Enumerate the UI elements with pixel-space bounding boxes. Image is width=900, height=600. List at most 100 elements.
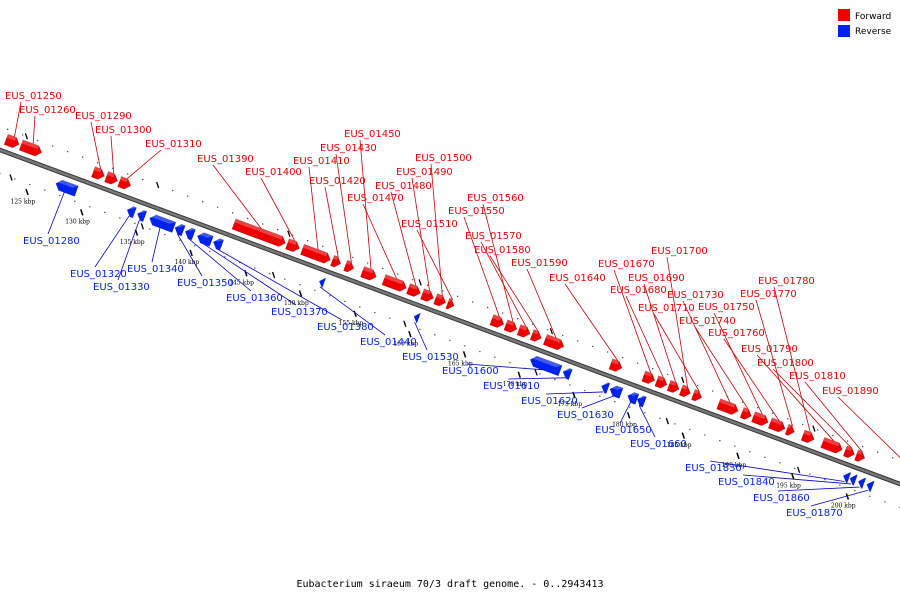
reverse-gene-arrow (562, 368, 573, 381)
track-dot (149, 228, 151, 230)
reverse-gene-arrow (529, 355, 563, 377)
forward-gene-label: EUS_01750 (698, 302, 755, 313)
reverse-gene-arrow (149, 214, 177, 233)
track-dot (734, 445, 736, 447)
forward-gene-label: EUS_01800 (757, 358, 814, 369)
forward-gene-arrow (433, 293, 447, 307)
forward-gene-label: EUS_01580 (474, 245, 531, 256)
track-tick (534, 369, 538, 376)
reverse-label-leader (215, 247, 343, 321)
scale-tick-label: 185 kbp (667, 442, 692, 449)
reverse-gene-label: EUS_01600 (442, 366, 499, 377)
reverse-label-leader (742, 474, 852, 485)
forward-gene-label: EUS_01710 (638, 303, 695, 314)
scale-tick-mark (517, 371, 521, 378)
track-dot (141, 178, 144, 181)
scale-tick-label: 165 kbp (448, 361, 473, 368)
legend-reverse-label: Reverse (855, 27, 892, 37)
forward-label-leader (32, 115, 36, 145)
forward-gene-label: EUS_01790 (741, 344, 798, 355)
forward-gene-arrow (445, 297, 455, 310)
track-dot (329, 295, 331, 297)
forward-label-leader (362, 203, 398, 280)
forward-gene-arrow (666, 379, 680, 393)
forward-gene-label: EUS_01570 (465, 231, 522, 242)
legend-forward-label: Forward (855, 12, 891, 22)
scale-tick-label: 200 kbp (831, 503, 856, 510)
forward-label-leader (411, 177, 431, 292)
scale-tick-label: 135 kbp (120, 239, 145, 246)
forward-gene-arrow (691, 388, 703, 402)
reverse-gene-arrow (858, 477, 867, 489)
forward-gene-arrow (489, 314, 505, 328)
track-dot (261, 223, 264, 225)
forward-gene-label: EUS_01490 (396, 167, 453, 178)
track-dot (21, 134, 24, 136)
track-dot (74, 200, 76, 202)
track-dot (479, 350, 481, 353)
forward-gene-label: EUS_01450 (344, 129, 401, 140)
forward-label-leader (643, 283, 677, 383)
track-dot (546, 329, 549, 331)
forward-gene-label: EUS_01640 (549, 273, 606, 284)
track-dot (209, 250, 211, 253)
forward-gene-label: EUS_01760 (708, 328, 765, 339)
forward-gene-arrow (529, 329, 542, 342)
reverse-gene-arrow (627, 392, 640, 405)
forward-gene-label: EUS_01590 (511, 258, 568, 269)
track-dot (771, 412, 774, 414)
reverse-gene-arrow (55, 179, 79, 197)
track-tick (403, 320, 407, 327)
track-dot (314, 289, 316, 292)
track-tick (9, 174, 13, 181)
reverse-gene-label: EUS_01370 (271, 307, 328, 318)
forward-gene-arrow (820, 437, 843, 454)
forward-label-leader (126, 149, 162, 180)
track-dot (711, 390, 714, 392)
track-dot (539, 373, 541, 375)
forward-label-leader (90, 121, 101, 170)
track-dot (651, 368, 654, 370)
track-dot (749, 451, 751, 453)
forward-gene-arrow (739, 407, 752, 420)
forward-gene-arrow (516, 324, 531, 338)
forward-gene-label: EUS_01680 (610, 285, 667, 296)
track-dot (231, 212, 234, 214)
forward-label-leader (430, 163, 443, 297)
track-dot (36, 139, 39, 142)
reverse-label-leader (117, 219, 140, 281)
reverse-gene-arrow (213, 238, 225, 251)
reverse-gene-label: EUS_01660 (630, 439, 687, 450)
scale-tick-label: 190 kbp (721, 462, 746, 469)
forward-gene-arrow (231, 218, 286, 247)
label-leaders (13, 101, 900, 507)
reverse-label-leader (94, 215, 130, 268)
track-dot (389, 317, 391, 319)
track-dot (104, 211, 106, 214)
track-dot (644, 412, 646, 414)
forward-gene-label: EUS_01560 (467, 193, 524, 204)
forward-label-leader (480, 241, 527, 328)
track-dot (66, 150, 69, 153)
reverse-gene-arrow (413, 312, 422, 325)
reverse-gene-arrow (849, 474, 858, 486)
track-tick (287, 230, 291, 237)
track-tick (549, 327, 554, 335)
track-dot (719, 439, 721, 442)
forward-gene-label: EUS_01550 (448, 206, 505, 217)
reverse-label-leader (709, 460, 845, 482)
forward-label-leader (756, 354, 835, 442)
track-dot (44, 189, 46, 191)
forward-label-leader (804, 381, 863, 453)
forward-label-leader (613, 269, 652, 374)
forward-gene-label: EUS_01290 (75, 111, 132, 122)
track-dot (276, 228, 279, 231)
scale-tick-mark (298, 290, 303, 297)
legend-forward-swatch (838, 9, 850, 21)
forward-label-leader (212, 164, 262, 230)
forward-gene-label: EUS_01690 (628, 273, 685, 284)
track-tick (24, 133, 29, 140)
reverse-gene-arrow (197, 232, 214, 247)
forward-gene-arrow (654, 375, 668, 389)
track-dot (351, 256, 354, 259)
